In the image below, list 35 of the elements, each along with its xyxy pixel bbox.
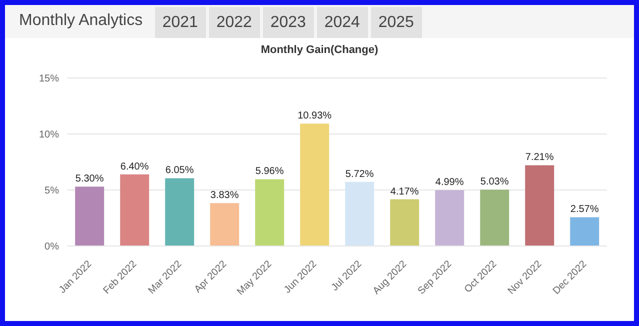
data-label: 3.83% <box>210 190 239 202</box>
data-label: 4.99% <box>435 177 464 188</box>
text: 2021 <box>154 7 206 38</box>
data-label: 6.05% <box>165 165 194 176</box>
bar <box>345 182 374 246</box>
bar <box>390 199 420 246</box>
data-label: 5.96% <box>255 166 284 178</box>
bar <box>525 165 554 246</box>
data-label: 7.21% <box>525 152 554 164</box>
bar <box>435 190 464 246</box>
bar <box>570 217 600 246</box>
y-tick-label: 15% <box>38 74 60 85</box>
bar <box>75 186 104 246</box>
bar <box>300 124 330 246</box>
text: 2022 <box>208 7 260 38</box>
data-label: 5.03% <box>480 176 509 188</box>
bar <box>210 203 240 246</box>
text: 2023 <box>262 7 314 38</box>
data-label: 2.57% <box>570 204 599 216</box>
data-label: 5.30% <box>75 174 104 185</box>
text: 2024 <box>316 7 368 38</box>
bar <box>480 190 510 246</box>
data-label: 4.17% <box>390 186 419 198</box>
bar <box>255 179 284 246</box>
y-tick-label: 10% <box>38 130 60 141</box>
data-label: 5.72% <box>345 168 374 180</box>
bar <box>165 178 194 246</box>
data-label: 10.93% <box>298 110 332 122</box>
data-label: 6.40% <box>120 161 149 172</box>
bar <box>120 174 150 246</box>
chart-subtitle: Monthly Gain(Change) <box>260 43 380 58</box>
text: 2025 <box>370 7 422 38</box>
y-tick-label: 5% <box>44 186 60 197</box>
y-tick-label: 0% <box>44 242 60 253</box>
chart-title: Monthly Analytics <box>18 12 144 31</box>
